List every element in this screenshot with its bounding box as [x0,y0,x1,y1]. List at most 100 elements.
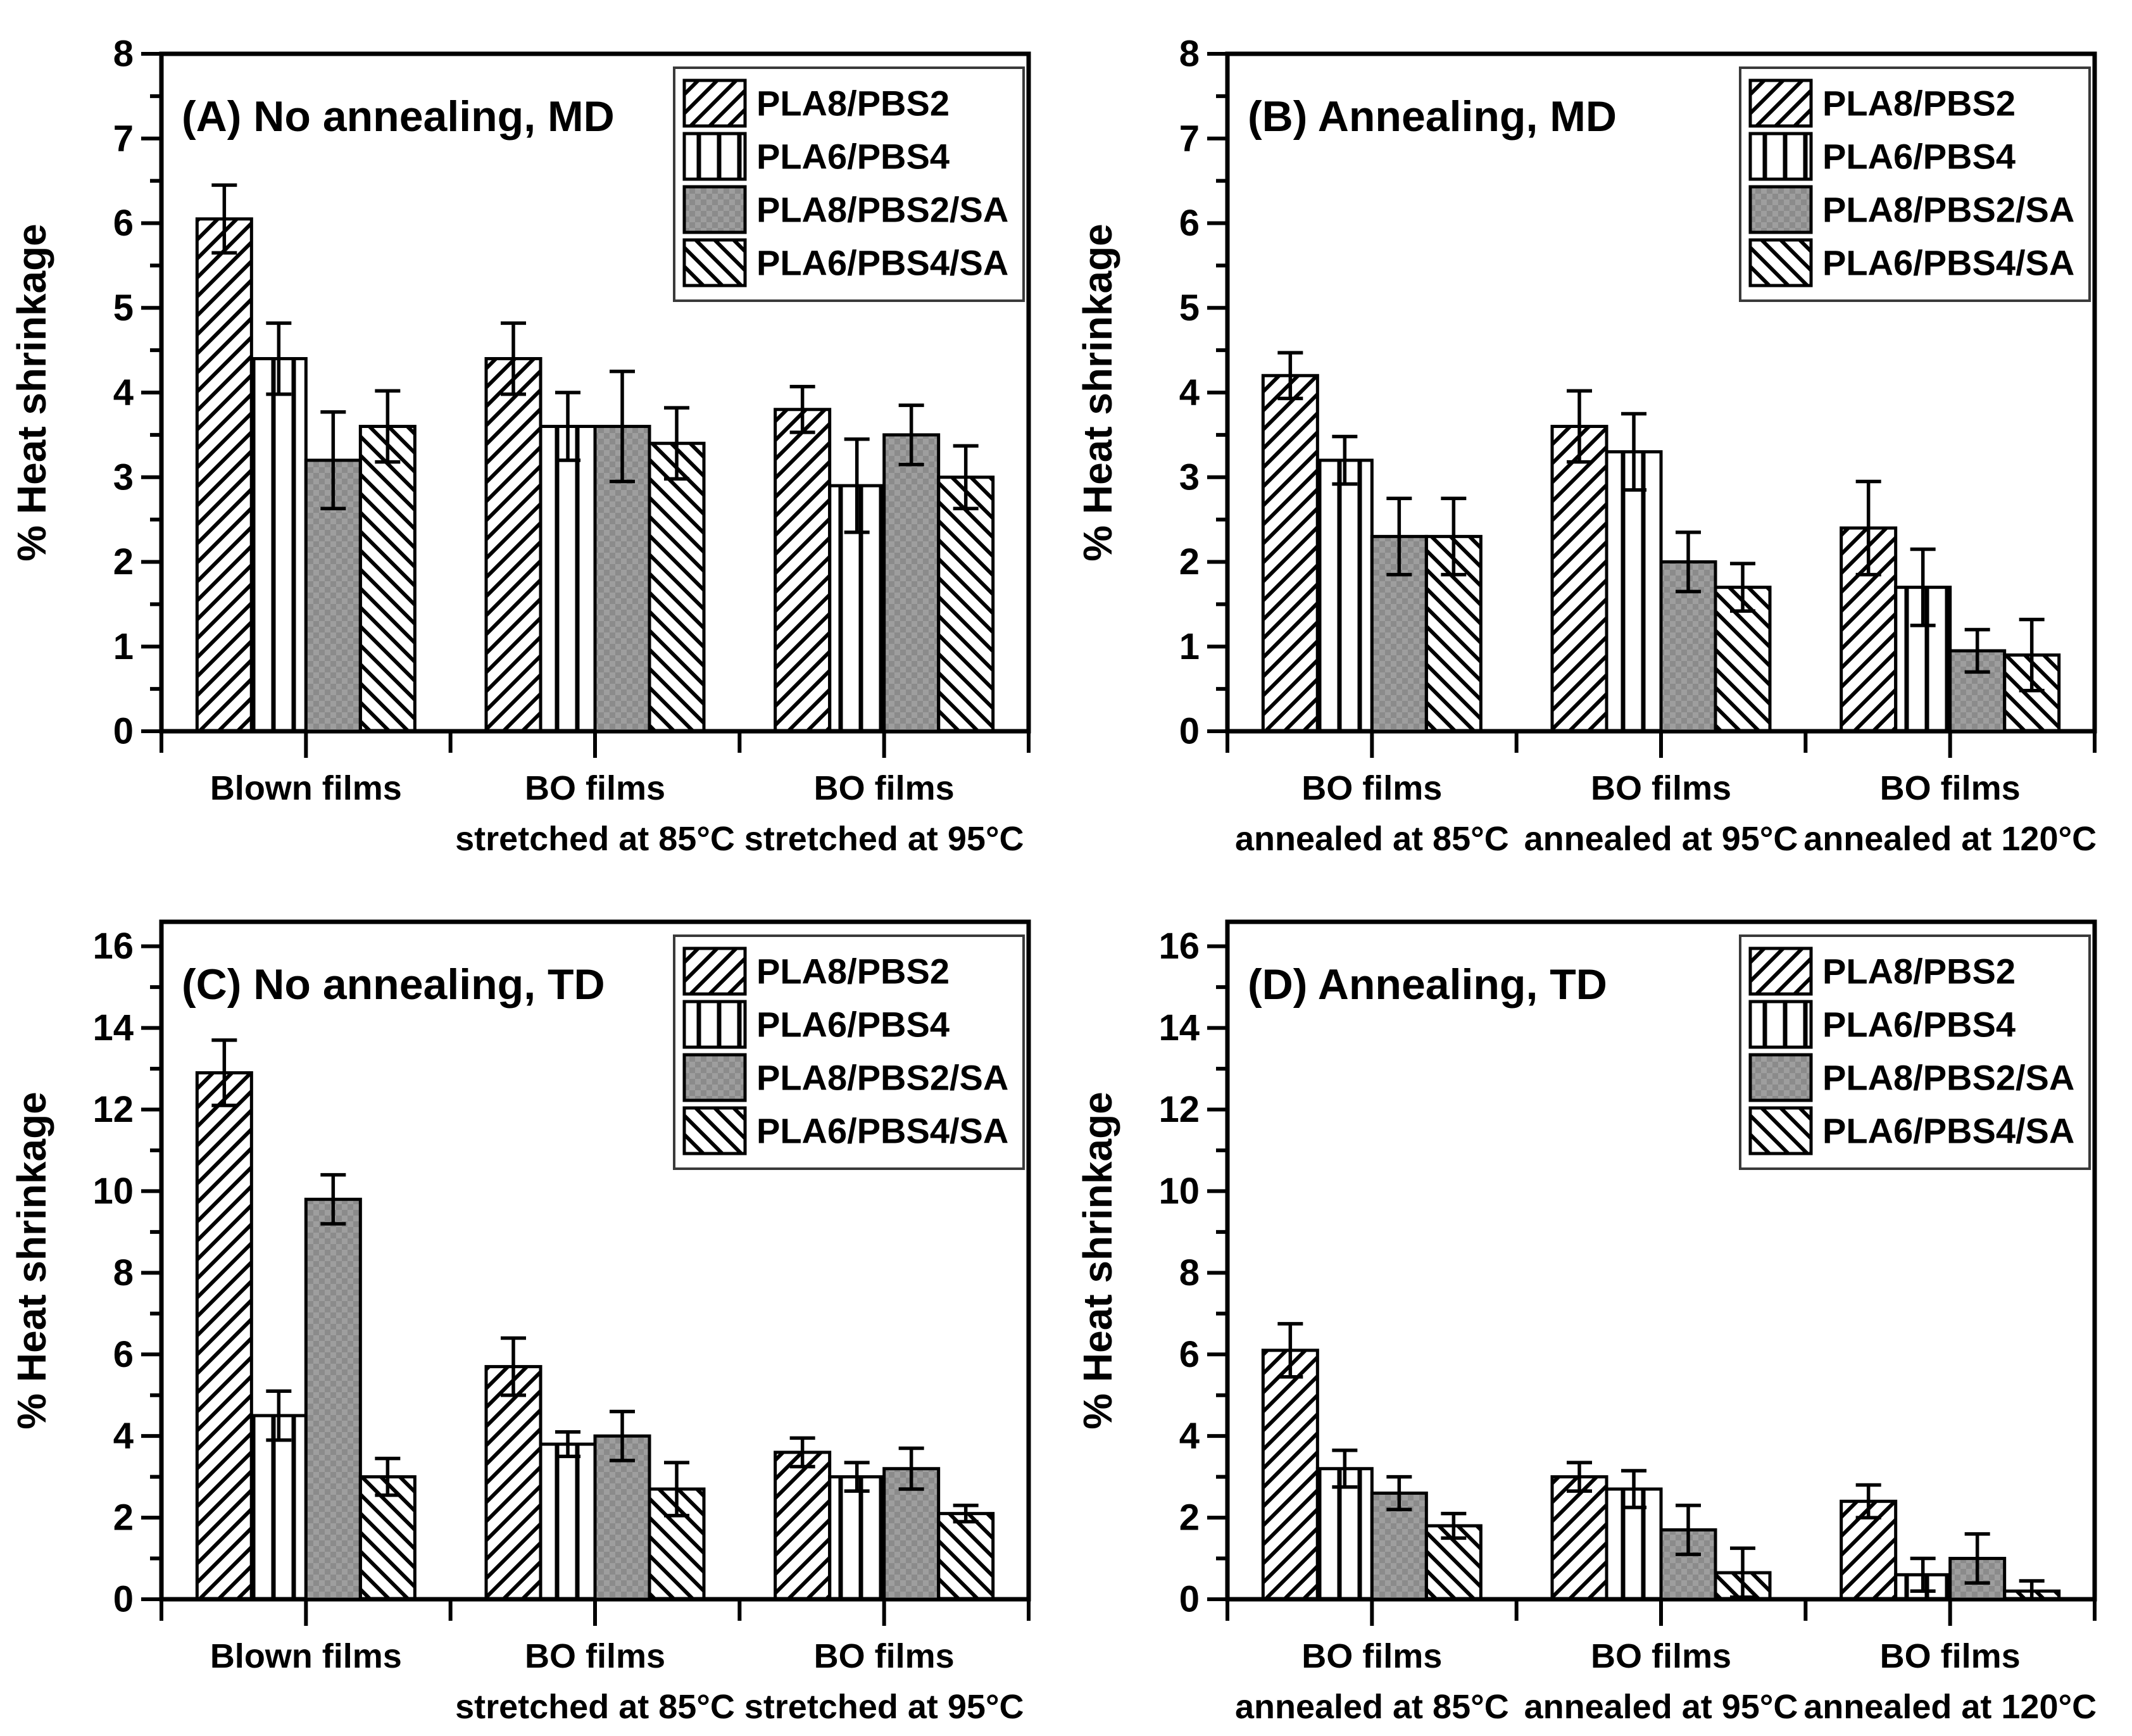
y-tick-label: 3 [1179,456,1200,498]
y-tick-label: 4 [113,1416,134,1457]
legend: PLA8/PBS2 PLA6/PBS4 PLA8/PBS2/SA PLA6/PBS4/… [673,934,1025,1170]
legend-swatch-diag-up [1748,947,1813,996]
legend-item-label: PLA6/PBS4/SA [756,243,1008,283]
bar-PLA6-PBS4-g2 [539,1442,597,1601]
y-tick-label: 8 [1179,1252,1200,1293]
bar-PLA8-PBS2-SA-g2 [593,1434,651,1601]
category-label: BO films [814,769,955,807]
error-bars [211,183,979,534]
y-tick-label: 2 [1179,541,1200,582]
bar-PLA6-PBS4-g2 [1605,450,1663,733]
panel-c-no-annealing-td: 0 2 4 6 8 10 12 14 16 Blown films BO films stretche… [0,868,1066,1736]
legend-item-label: PLA8/PBS2/SA [1822,190,2074,230]
bars [195,217,995,733]
y-tick-label: 2 [113,541,134,582]
bar-PLA6-PBS4-SA-g1 [358,1475,417,1601]
category-label: annealed at 120°C [1803,820,2097,858]
legend-swatch-vertical [1748,1000,1813,1049]
x-axis-ticks [160,731,1031,758]
bar-PLA6-PBS4-SA-g1 [358,425,417,733]
panel-b-annealing-md: 0 1 2 3 4 5 6 7 8 BO films annealed at 85°C BO film… [1066,0,2132,868]
legend-swatch-vertical [682,1000,747,1049]
chart-A: 0 1 2 3 4 5 6 7 8 Blown films BO films stretched at… [0,0,1066,868]
y-tick-label: 12 [1158,1089,1200,1130]
bar-PLA8-PBS2-g3 [774,408,832,733]
bar-PLA8-PBS2-g2 [484,357,542,733]
bar-PLA8-PBS2-SA-g3 [882,433,941,733]
panel-title: (A) No annealing, MD [182,92,615,141]
category-label: BO films [525,769,665,807]
category-label: BO films [1591,1637,1731,1675]
category-label: annealed at 120°C [1803,1688,2097,1726]
legend: PLA8/PBS2 PLA6/PBS4 PLA8/PBS2/SA PLA6/PBS4/… [1739,66,2091,302]
bar-PLA6-PBS4-g1 [249,1414,308,1601]
y-tick-label: 16 [1158,926,1200,967]
y-tick-label: 3 [113,456,134,498]
panel-d-annealing-td: 0 2 4 6 8 10 12 14 16 BO films annealed at 85°C BO … [1066,868,2132,1736]
category-label: BO films [814,1637,955,1675]
y-tick-label: 7 [1179,118,1200,159]
y-tick-label: 8 [1179,34,1200,75]
legend-swatch-checker [1748,1053,1813,1102]
y-tick-label: 6 [113,203,134,244]
chart-B: 0 1 2 3 4 5 6 7 8 BO films annealed at 85°C BO film… [1066,0,2132,868]
bar-PLA8-PBS2-g1 [195,1071,253,1601]
legend-swatch-diag-up [682,79,747,128]
bar-PLA8-PBS2-g2 [484,1365,542,1601]
y-tick-label: 0 [1179,1579,1200,1620]
x-axis-ticks [1226,731,2097,758]
bar-PLA6-PBS4-g3 [828,1475,886,1601]
bar-PLA8-PBS2-g1 [195,217,253,733]
panel-title: (B) Annealing, MD [1248,92,1617,141]
y-tick-label: 2 [1179,1497,1200,1538]
y-tick-label: 4 [113,372,134,413]
category-label: Blown films [210,769,402,807]
error-bars [1277,1322,2045,1601]
category-label: annealed at 95°C [1524,1688,1798,1726]
bar-PLA6-PBS4-SA-g2 [648,441,706,733]
category-label: BO films [1880,1637,2021,1675]
category-label: stretched at 85°C [455,820,735,858]
y-tick-label: 6 [1179,1334,1200,1375]
legend-item-label: PLA6/PBS4/SA [756,1111,1008,1151]
y-tick-label: 1 [113,626,134,667]
y-axis-label: % Heat shrinkage [1075,1091,1120,1430]
panel-a-no-annealing-md: 0 1 2 3 4 5 6 7 8 Blown films BO films stretched at… [0,0,1066,868]
y-tick-label: 4 [1179,372,1200,413]
chart-D: 0 2 4 6 8 10 12 14 16 BO films annealed at 85°C BO … [1066,868,2132,1736]
legend-swatch-diag-up [1748,79,1813,128]
legend-swatch-diag-down [1748,238,1813,287]
x-axis-ticks [1226,1599,2097,1626]
y-tick-label: 5 [1179,287,1200,329]
category-label: stretched at 95°C [744,820,1024,858]
legend-swatch-diag-down [682,238,747,287]
category-label: annealed at 85°C [1235,1688,1509,1726]
y-tick-label: 2 [113,1497,134,1538]
legend-item-label: PLA8/PBS2 [1822,84,2016,123]
legend-item-label: PLA6/PBS4 [756,137,950,177]
y-axis-ticks [1207,944,1227,1601]
legend-item-label: PLA8/PBS2 [1822,952,2016,991]
y-tick-label: 8 [113,34,134,75]
bar-PLA8-PBS2-g2 [1550,425,1608,733]
legend-item-label: PLA6/PBS4 [756,1005,950,1045]
legend: PLA8/PBS2 PLA6/PBS4 PLA8/PBS2/SA PLA6/PBS4/… [673,66,1025,302]
legend-swatch-checker [1748,185,1813,234]
y-tick-label: 0 [113,711,134,752]
y-tick-label: 16 [92,926,134,967]
bar-PLA8-PBS2-SA-g1 [304,1197,362,1601]
y-tick-label: 6 [1179,203,1200,244]
legend-item-label: PLA8/PBS2/SA [756,1058,1008,1098]
y-axis-ticks [141,52,161,733]
y-axis-label: % Heat shrinkage [9,1091,54,1430]
bar-PLA8-PBS2-g1 [1261,374,1319,733]
category-label: stretched at 95°C [744,1688,1024,1726]
category-label: BO films [525,1637,665,1675]
y-tick-label: 14 [92,1007,134,1048]
category-label: annealed at 85°C [1235,820,1509,858]
y-tick-label: 7 [113,118,134,159]
category-label: BO films [1591,769,1731,807]
y-tick-label: 10 [1158,1171,1200,1212]
panel-title: (C) No annealing, TD [182,960,605,1009]
